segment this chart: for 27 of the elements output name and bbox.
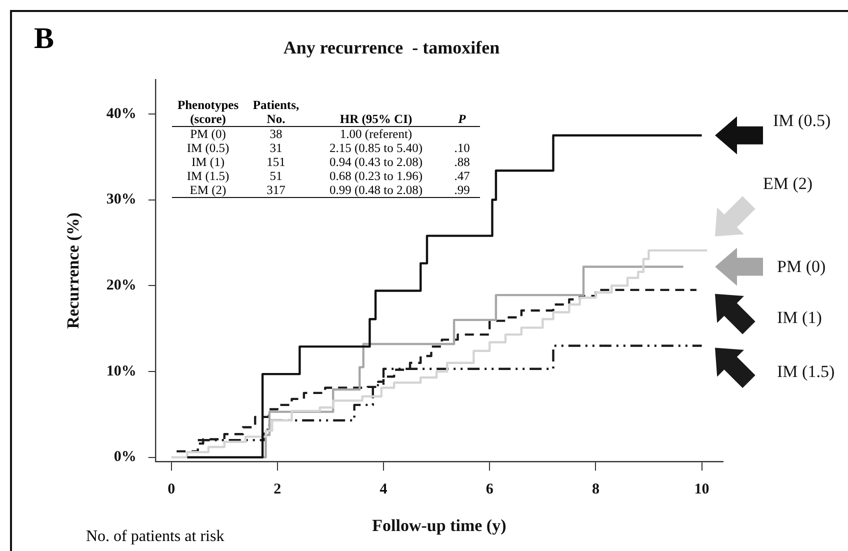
text: EM (2) xyxy=(763,174,813,194)
text: IM (1.5) 51 0.68 (0.23 to 1.96) .47 xyxy=(186,169,470,183)
text: B xyxy=(34,22,54,56)
text: EM (2) 317 0.99 (0.48 to 2.08) .99 xyxy=(190,183,470,197)
y-tick-label: 20% xyxy=(106,277,136,294)
x-tick-label: 2 xyxy=(274,481,282,498)
x-tick-label: 4 xyxy=(380,481,388,498)
x-tick-label: 0 xyxy=(168,481,176,498)
x-tick-label: 6 xyxy=(486,481,494,498)
y-tick-label: 0% xyxy=(114,449,136,466)
x-tick-label: 10 xyxy=(694,481,710,498)
text: No. of patients at risk xyxy=(86,528,224,546)
legend-label: IM (1) xyxy=(777,308,822,328)
text: IM (0.5) xyxy=(773,111,831,132)
y-tick-label: 30% xyxy=(106,192,136,208)
chart-title: Any recurrence - tamoxifen xyxy=(283,37,500,58)
y-axis-title: Recurrence (%) xyxy=(64,212,83,329)
y-tick-label: 10% xyxy=(106,363,136,380)
x-tick-label: 8 xyxy=(592,481,600,498)
text: IM (1) 151 0.94 (0.43 to 2.08) .88 xyxy=(192,155,470,169)
text: IM (0.5) 31 2.15 (0.85 to 5.40) .10 xyxy=(186,141,470,155)
text: Phenotypes (score) Patients, No. HR (95% CI) P xyxy=(177,98,466,126)
y-tick-label: 40% xyxy=(106,106,136,122)
x-axis-title: Follow-up time (y) xyxy=(372,516,506,536)
legend-label: IM (1.5) xyxy=(777,362,835,382)
text: PM (0) 38 1.00 (referent) xyxy=(190,127,412,141)
legend-label: PM (0) xyxy=(777,256,826,277)
